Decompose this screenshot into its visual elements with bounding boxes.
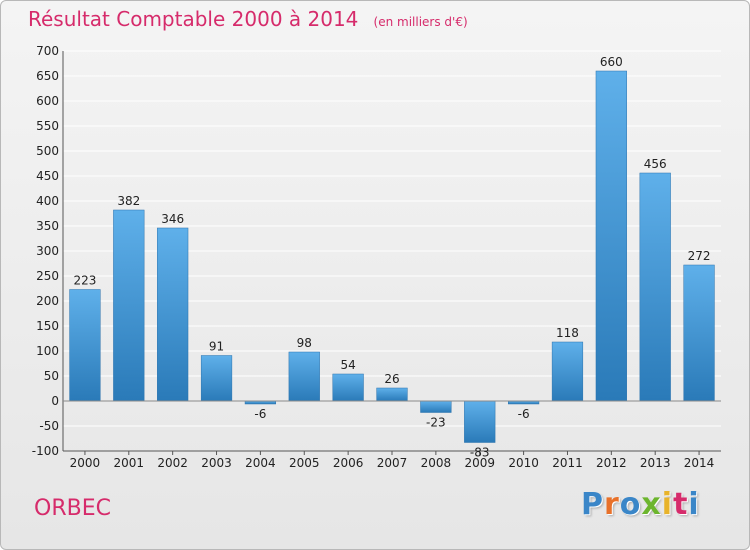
y-tick-label: 300 — [36, 244, 59, 258]
data-label: -23 — [426, 416, 446, 430]
x-tick-label: 2007 — [377, 456, 408, 470]
commune-name: ORBEC — [34, 496, 111, 521]
logo-letter: r — [604, 487, 620, 522]
bar — [200, 355, 233, 402]
data-label: -6 — [518, 407, 530, 421]
logo-letter: t — [673, 487, 689, 522]
y-tick-label: 200 — [36, 294, 59, 308]
bar — [157, 227, 189, 402]
x-tick-label: 2010 — [508, 456, 539, 470]
logo-letter: o — [619, 487, 642, 522]
data-label: -6 — [254, 407, 266, 421]
x-tick-label: 2005 — [289, 456, 320, 470]
x-tick-label: 2011 — [552, 456, 583, 470]
proxiti-logo: Proxiti — [581, 487, 700, 522]
x-tick-label: 2001 — [114, 456, 145, 470]
data-labels: 223 382 346 91 -6 98 54 26 -23 -83 -6 118 660 456 272 — [73, 55, 710, 460]
data-label: -83 — [470, 446, 490, 460]
x-tick-label: 2004 — [245, 456, 276, 470]
logo-letter: x — [641, 487, 662, 522]
logo-letter: i — [661, 487, 674, 522]
bars — [69, 70, 715, 443]
data-label: 54 — [340, 358, 355, 372]
x-tick-label: 2012 — [596, 456, 627, 470]
x-tick-label: 2008 — [421, 456, 452, 470]
x-tick-label: 2002 — [157, 456, 188, 470]
bar — [376, 387, 408, 402]
data-label: 118 — [556, 326, 579, 340]
x-tick-label: 2006 — [333, 456, 364, 470]
y-tick-label: 550 — [36, 119, 59, 133]
x-tick-label: 2000 — [70, 456, 101, 470]
bar — [288, 351, 320, 402]
bar — [551, 341, 584, 402]
y-tick-label: -100 — [32, 444, 59, 458]
bar — [113, 209, 145, 402]
bar — [69, 289, 101, 402]
data-label: 272 — [688, 249, 711, 263]
data-label: 660 — [600, 55, 623, 69]
data-label: 98 — [297, 336, 312, 350]
x-tick-label: 2014 — [684, 456, 715, 470]
bar — [639, 172, 671, 402]
y-tick-label: 600 — [36, 94, 59, 108]
x-tick-labels: 2000 2001 2002 2003 2004 2005 2006 2007 2008 2009… — [70, 456, 715, 470]
y-tick-label: 650 — [36, 69, 59, 83]
y-tick-label: 100 — [36, 344, 59, 358]
data-label: 456 — [644, 157, 667, 171]
data-label: 346 — [161, 212, 184, 226]
y-tick-label: 0 — [51, 394, 59, 408]
y-tick-label: -50 — [39, 419, 59, 433]
y-tick-label: 50 — [44, 369, 59, 383]
axes — [62, 51, 721, 455]
bar — [332, 373, 364, 402]
logo-letter: i — [688, 487, 700, 522]
bar — [595, 70, 627, 402]
y-tick-labels: -100 -50 0 50 100 150 200 250 300 350 400 450 500 550… — [32, 44, 59, 458]
y-tick-label: 350 — [36, 219, 59, 233]
bar — [464, 400, 496, 443]
data-label: 91 — [209, 340, 224, 354]
bar — [420, 400, 452, 413]
x-tick-label: 2009 — [464, 456, 495, 470]
y-tick-label: 250 — [36, 269, 59, 283]
y-tick-label: 450 — [36, 169, 59, 183]
bar — [683, 264, 715, 402]
chart-title: Résultat Comptable 2000 à 2014 — [28, 7, 359, 31]
y-tick-label: 400 — [36, 194, 59, 208]
x-tick-label: 2013 — [640, 456, 671, 470]
logo-letter: P — [581, 487, 604, 522]
data-label: 26 — [384, 372, 399, 386]
x-tick-label: 2003 — [201, 456, 232, 470]
y-tick-label: 150 — [36, 319, 59, 333]
y-tick-label: 700 — [36, 44, 59, 58]
title-row: Résultat Comptable 2000 à 2014 (en milli… — [28, 7, 468, 31]
y-tick-label: 500 — [36, 144, 59, 158]
chart-subtitle: (en milliers d'€) — [373, 15, 468, 29]
data-label: 382 — [117, 194, 140, 208]
data-label: 223 — [73, 274, 96, 288]
